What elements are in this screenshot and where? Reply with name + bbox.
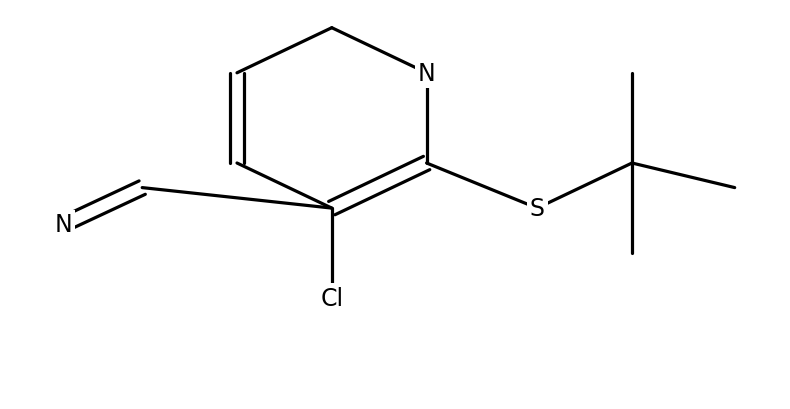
Text: N: N xyxy=(55,213,72,237)
Text: N: N xyxy=(418,62,435,85)
Text: Cl: Cl xyxy=(320,287,344,310)
Text: S: S xyxy=(530,197,544,220)
